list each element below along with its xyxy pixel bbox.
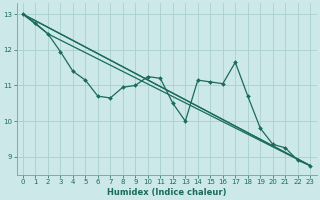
X-axis label: Humidex (Indice chaleur): Humidex (Indice chaleur) (107, 188, 226, 197)
